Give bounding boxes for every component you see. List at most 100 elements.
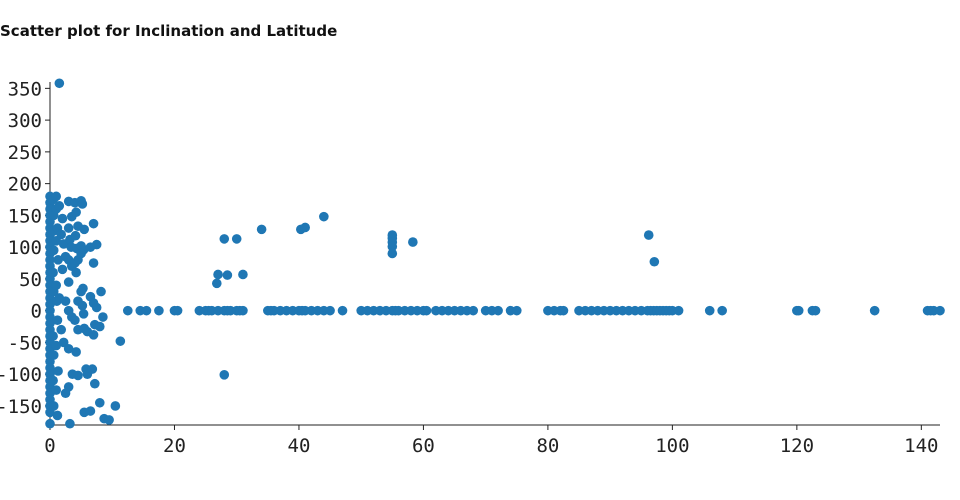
data-point xyxy=(256,224,267,235)
y-tick-label: 350 xyxy=(8,78,42,100)
data-point xyxy=(56,229,67,240)
data-point xyxy=(110,401,121,411)
data-point xyxy=(643,230,654,240)
data-point xyxy=(48,350,59,360)
axes: -150 -100 -50 0 50 100 150 200 250 300 350 0 20 40 60 8… xyxy=(0,78,940,457)
data-point xyxy=(387,248,398,259)
data-point xyxy=(48,401,59,411)
data-point xyxy=(60,296,71,306)
y-tick-label: 100 xyxy=(8,237,42,259)
data-point xyxy=(63,223,74,233)
data-point xyxy=(60,388,71,399)
data-point xyxy=(387,241,398,252)
data-point xyxy=(493,305,503,316)
data-point xyxy=(300,222,310,233)
data-point xyxy=(53,366,63,376)
data-point xyxy=(94,397,105,408)
data-point xyxy=(54,78,65,89)
data-point xyxy=(511,305,522,316)
y-tick-label: 200 xyxy=(8,174,42,196)
data-point xyxy=(122,305,133,316)
data-point xyxy=(76,248,86,259)
data-point xyxy=(673,305,684,316)
data-point xyxy=(88,330,99,340)
data-point xyxy=(51,385,62,395)
data-point xyxy=(63,343,74,354)
x-tick-label: 20 xyxy=(163,435,186,457)
x-tick-label: 80 xyxy=(536,435,559,457)
data-point xyxy=(717,305,727,316)
data-point xyxy=(54,201,65,211)
data-point xyxy=(65,418,75,429)
data-points xyxy=(45,78,945,429)
y-tick-label: 50 xyxy=(19,269,42,291)
data-point xyxy=(810,305,821,316)
y-tick-label: 250 xyxy=(8,142,42,164)
data-point xyxy=(48,375,58,386)
data-point xyxy=(51,340,62,351)
data-point xyxy=(793,305,804,316)
y-tick-label: 0 xyxy=(31,301,42,323)
data-point xyxy=(85,406,96,416)
data-point xyxy=(78,309,89,319)
data-point xyxy=(96,286,106,297)
data-point xyxy=(51,191,62,202)
data-point xyxy=(935,305,945,316)
data-point xyxy=(558,305,569,316)
data-point xyxy=(52,315,63,325)
x-tick-label: 40 xyxy=(288,435,311,457)
data-point xyxy=(211,278,222,289)
data-point xyxy=(337,305,348,316)
data-point xyxy=(70,258,80,268)
chart-title: Scatter plot for Inclination and Latitud… xyxy=(0,22,338,40)
data-point xyxy=(57,213,68,224)
data-point xyxy=(468,305,479,316)
data-point xyxy=(77,300,88,311)
data-point xyxy=(70,230,81,241)
data-point xyxy=(141,305,152,316)
data-point xyxy=(48,331,58,341)
data-point xyxy=(52,410,63,421)
data-point xyxy=(57,264,68,275)
data-point xyxy=(45,418,55,429)
data-point xyxy=(704,305,715,316)
data-point xyxy=(325,305,335,316)
data-point xyxy=(79,224,90,235)
x-tick-label: 120 xyxy=(780,435,814,457)
y-tick-label: -150 xyxy=(0,396,42,418)
y-tick-label: 150 xyxy=(8,205,42,227)
data-point xyxy=(231,234,242,244)
data-point xyxy=(77,199,88,209)
data-point xyxy=(319,211,329,222)
data-point xyxy=(88,218,99,229)
data-point xyxy=(88,258,99,268)
data-point xyxy=(115,336,126,346)
data-point xyxy=(76,286,86,297)
data-point xyxy=(408,237,418,247)
data-point xyxy=(73,370,83,381)
data-point xyxy=(649,256,660,267)
data-point xyxy=(51,280,62,291)
data-point xyxy=(91,302,102,313)
data-point xyxy=(219,234,230,244)
data-point xyxy=(869,305,880,316)
data-point xyxy=(421,305,432,316)
y-tick-label: -100 xyxy=(0,364,42,386)
data-point xyxy=(71,347,81,357)
data-point xyxy=(53,255,63,265)
data-point xyxy=(154,305,164,316)
data-point xyxy=(213,269,223,280)
data-point xyxy=(90,378,100,389)
x-tick-label: 60 xyxy=(412,435,435,457)
x-tick-label: 0 xyxy=(44,435,55,457)
data-point xyxy=(238,269,248,280)
data-point xyxy=(71,267,81,278)
data-point xyxy=(219,370,230,380)
data-point xyxy=(172,305,183,316)
data-point xyxy=(48,267,58,278)
data-point xyxy=(238,305,248,316)
data-point xyxy=(48,245,59,256)
data-point xyxy=(94,321,105,332)
data-point xyxy=(222,270,233,280)
